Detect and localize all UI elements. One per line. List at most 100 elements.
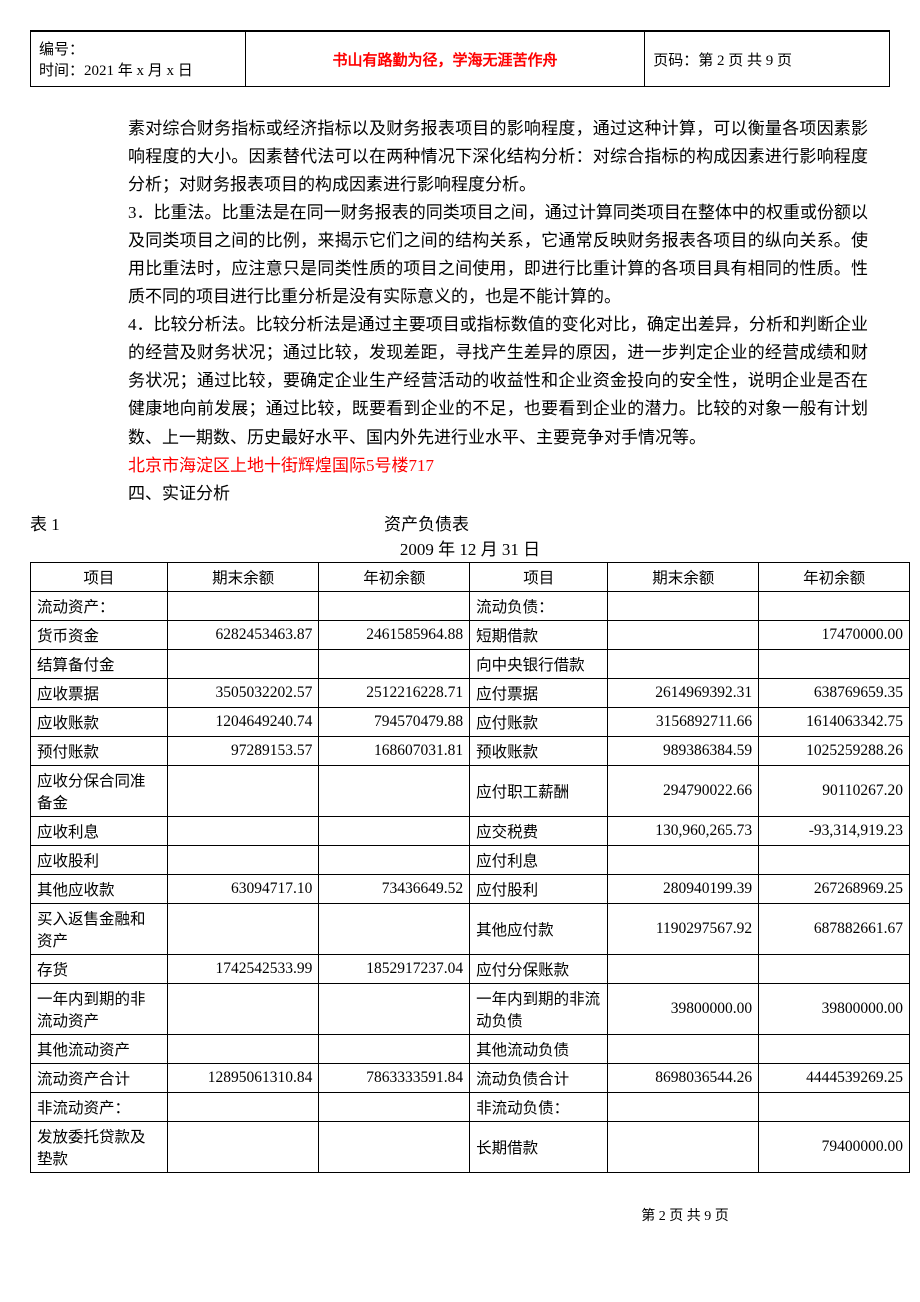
table-row: 应收分保合同准备金应付职工薪酬294790022.6690110267.20 bbox=[31, 765, 910, 816]
table-cell: 294790022.66 bbox=[608, 765, 759, 816]
th-end-right: 期末余额 bbox=[608, 562, 759, 591]
table-cell: 267268969.25 bbox=[759, 874, 910, 903]
table-cell: 989386384.59 bbox=[608, 736, 759, 765]
table-cell: 应收票据 bbox=[31, 678, 168, 707]
table-title-row: 表 1 资产负债表 bbox=[30, 510, 890, 535]
table-cell: 流动资产合计 bbox=[31, 1063, 168, 1092]
th-end-left: 期末余额 bbox=[167, 562, 319, 591]
table-cell: 1852917237.04 bbox=[319, 954, 470, 983]
table-cell bbox=[608, 649, 759, 678]
table-cell bbox=[759, 845, 910, 874]
table-cell bbox=[759, 954, 910, 983]
table-cell: 其他流动负债 bbox=[470, 1034, 608, 1063]
table-cell: 一年内到期的非流动资产 bbox=[31, 983, 168, 1034]
table-row: 应收股利应付利息 bbox=[31, 845, 910, 874]
table-cell: 638769659.35 bbox=[759, 678, 910, 707]
table-cell: 应付利息 bbox=[470, 845, 608, 874]
table-cell bbox=[319, 591, 470, 620]
th-item-left: 项目 bbox=[31, 562, 168, 591]
footer-page-number: 第 2 页 共 9 页 bbox=[641, 1205, 729, 1225]
table-cell: 3505032202.57 bbox=[167, 678, 319, 707]
table-cell bbox=[167, 1034, 319, 1063]
table-row: 存货1742542533.991852917237.04应付分保账款 bbox=[31, 954, 910, 983]
table-cell bbox=[608, 591, 759, 620]
table-number: 表 1 bbox=[30, 510, 60, 535]
table-cell: 97289153.57 bbox=[167, 736, 319, 765]
table-row: 流动资产合计12895061310.847863333591.84流动负债合计8… bbox=[31, 1063, 910, 1092]
table-cell: 应交税费 bbox=[470, 816, 608, 845]
table-cell bbox=[167, 591, 319, 620]
table-cell: 应收利息 bbox=[31, 816, 168, 845]
table-cell bbox=[759, 1034, 910, 1063]
table-cell bbox=[167, 1092, 319, 1121]
table-cell: 一年内到期的非流动负债 bbox=[470, 983, 608, 1034]
table-cell: 1025259288.26 bbox=[759, 736, 910, 765]
table-cell: -93,314,919.23 bbox=[759, 816, 910, 845]
table-cell bbox=[319, 816, 470, 845]
paragraph-3: 4．比较分析法。比较分析法是通过主要项目或指标数值的变化对比，确定出差异，分析和… bbox=[128, 311, 868, 451]
table-cell bbox=[319, 765, 470, 816]
table-cell: 流动资产： bbox=[31, 591, 168, 620]
table-row: 发放委托贷款及垫款长期借款79400000.00 bbox=[31, 1121, 910, 1172]
table-cell: 2512216228.71 bbox=[319, 678, 470, 707]
table-cell: 应付分保账款 bbox=[470, 954, 608, 983]
table-cell bbox=[167, 1121, 319, 1172]
table-cell bbox=[167, 649, 319, 678]
th-beg-left: 年初余额 bbox=[319, 562, 470, 591]
table-cell: 2614969392.31 bbox=[608, 678, 759, 707]
header-motto: 书山有路勤为径，学海无涯苦作舟 bbox=[245, 32, 645, 87]
table-date: 2009 年 12 月 31 日 bbox=[30, 535, 910, 560]
table-cell bbox=[167, 983, 319, 1034]
page-header-table: 编号： 时间：2021 年 x 月 x 日 书山有路勤为径，学海无涯苦作舟 页码… bbox=[30, 31, 890, 87]
table-cell: 发放委托贷款及垫款 bbox=[31, 1121, 168, 1172]
table-cell: 8698036544.26 bbox=[608, 1063, 759, 1092]
table-cell: 7863333591.84 bbox=[319, 1063, 470, 1092]
table-cell bbox=[319, 1092, 470, 1121]
serial-number-label: 编号： bbox=[39, 38, 237, 59]
table-cell bbox=[319, 649, 470, 678]
table-cell bbox=[608, 954, 759, 983]
table-cell: 3156892711.66 bbox=[608, 707, 759, 736]
table-cell: 39800000.00 bbox=[608, 983, 759, 1034]
table-cell bbox=[319, 983, 470, 1034]
table-cell: 长期借款 bbox=[470, 1121, 608, 1172]
table-cell: 存货 bbox=[31, 954, 168, 983]
th-beg-right: 年初余额 bbox=[759, 562, 910, 591]
table-cell: 非流动负债： bbox=[470, 1092, 608, 1121]
th-item-right: 项目 bbox=[470, 562, 608, 591]
table-cell: 687882661.67 bbox=[759, 903, 910, 954]
table-cell bbox=[319, 1121, 470, 1172]
table-cell bbox=[167, 845, 319, 874]
table-row: 应收票据3505032202.572512216228.71应付票据261496… bbox=[31, 678, 910, 707]
table-row: 其他应收款63094717.1073436649.52应付股利280940199… bbox=[31, 874, 910, 903]
table-cell: 63094717.10 bbox=[167, 874, 319, 903]
table-cell: 1190297567.92 bbox=[608, 903, 759, 954]
table-cell bbox=[319, 1034, 470, 1063]
table-cell bbox=[608, 1092, 759, 1121]
table-cell: 短期借款 bbox=[470, 620, 608, 649]
table-cell: 货币资金 bbox=[31, 620, 168, 649]
table-cell bbox=[759, 1092, 910, 1121]
table-cell bbox=[319, 845, 470, 874]
table-cell: 其他流动资产 bbox=[31, 1034, 168, 1063]
table-cell: 2461585964.88 bbox=[319, 620, 470, 649]
table-cell bbox=[608, 845, 759, 874]
table-cell bbox=[167, 816, 319, 845]
table-row: 货币资金6282453463.872461585964.88短期借款174700… bbox=[31, 620, 910, 649]
table-cell: 非流动资产： bbox=[31, 1092, 168, 1121]
table-cell bbox=[608, 1034, 759, 1063]
table-cell: 应付股利 bbox=[470, 874, 608, 903]
table-cell bbox=[167, 765, 319, 816]
table-cell: 280940199.39 bbox=[608, 874, 759, 903]
page-footer: 第 2 页 共 9 页 bbox=[30, 1205, 910, 1225]
table-cell: 1742542533.99 bbox=[167, 954, 319, 983]
table-cell: 73436649.52 bbox=[319, 874, 470, 903]
table-row: 非流动资产： 非流动负债： bbox=[31, 1092, 910, 1121]
address-line: 北京市海淀区上地十街辉煌国际5号楼717 bbox=[128, 452, 868, 480]
table-cell: 结算备付金 bbox=[31, 649, 168, 678]
table-row: 买入返售金融和资产其他应付款1190297567.92687882661.67 bbox=[31, 903, 910, 954]
table-cell: 12895061310.84 bbox=[167, 1063, 319, 1092]
table-cell: 应付职工薪酬 bbox=[470, 765, 608, 816]
table-cell: 1614063342.75 bbox=[759, 707, 910, 736]
body-content: 素对综合财务指标或经济指标以及财务报表项目的影响程度，通过这种计算，可以衡量各项… bbox=[128, 115, 868, 508]
